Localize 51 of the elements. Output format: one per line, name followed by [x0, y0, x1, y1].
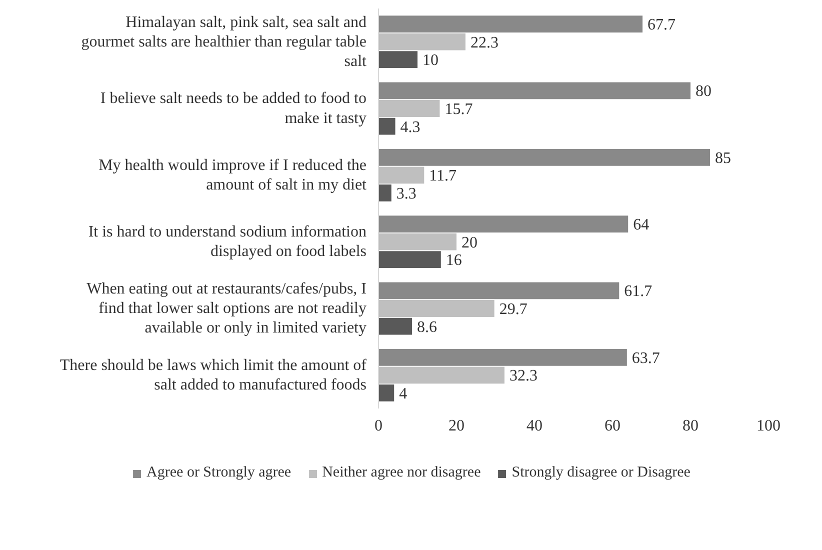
bar	[378, 100, 440, 117]
x-tick-label: 60	[604, 418, 620, 434]
x-tick-label: 20	[448, 418, 464, 434]
bar	[378, 166, 424, 184]
bar	[378, 348, 627, 366]
bar	[378, 82, 690, 100]
legend-label: Strongly disagree or Disagree	[512, 464, 690, 482]
bar	[378, 33, 466, 50]
data-label: 15.7	[444, 101, 473, 118]
data-label: 8.6	[417, 318, 438, 336]
bar	[378, 233, 456, 250]
y-tick-label: There should be laws which limit the amount of salt added to manufactured foods	[60, 356, 368, 394]
y-tick-label: I believe salt needs to be added to food to make it tasty	[100, 90, 367, 127]
y-tick-label: When eating out at restaurants/cafes/pubs, I find that lower salt options are not readily available or only in limited variety	[86, 280, 367, 337]
data-label: 67.7	[648, 16, 676, 34]
data-label: 4.3	[400, 118, 420, 136]
data-label: 85	[715, 150, 731, 167]
legend-label: Neither agree nor disagree	[322, 464, 481, 482]
bar	[378, 51, 418, 68]
bar	[378, 118, 396, 135]
bar	[378, 251, 441, 268]
data-label: 16	[446, 252, 462, 270]
y-tick-label: Himalayan salt, pink salt, sea salt and gourmet salts are healthier than regular table salt	[81, 14, 368, 70]
data-label: 22.3	[470, 34, 498, 52]
bar	[378, 318, 412, 335]
x-tick-label: 100	[756, 418, 780, 434]
data-label: 3.3	[396, 185, 416, 202]
bar	[378, 282, 620, 300]
data-label: 10	[422, 52, 438, 70]
y-tick-label: It is hard to understand sodium information displayed on food labels	[88, 224, 367, 260]
x-tick-label: 0	[374, 418, 382, 434]
data-label: 80	[696, 83, 712, 100]
data-label: 61.7	[624, 283, 652, 300]
data-label: 63.7	[632, 350, 660, 367]
x-tick-label: 80	[682, 418, 698, 434]
data-label: 4	[399, 385, 408, 402]
data-label: 20	[462, 234, 478, 252]
data-label: 11.7	[429, 168, 457, 185]
bar	[378, 148, 710, 166]
bar	[378, 366, 504, 384]
bar	[378, 216, 628, 232]
data-label: 29.7	[499, 301, 528, 318]
y-tick-label: My health would improve if I reduced the amount of salt in my diet	[98, 156, 368, 194]
data-label: 64	[633, 216, 650, 234]
bar	[378, 300, 494, 317]
legend-label: Agree or Strongly agree	[146, 464, 292, 482]
bar	[378, 184, 392, 202]
bar	[378, 384, 394, 402]
data-label: 32.3	[509, 368, 538, 385]
x-tick-label: 40	[526, 418, 542, 434]
bar	[378, 16, 643, 32]
